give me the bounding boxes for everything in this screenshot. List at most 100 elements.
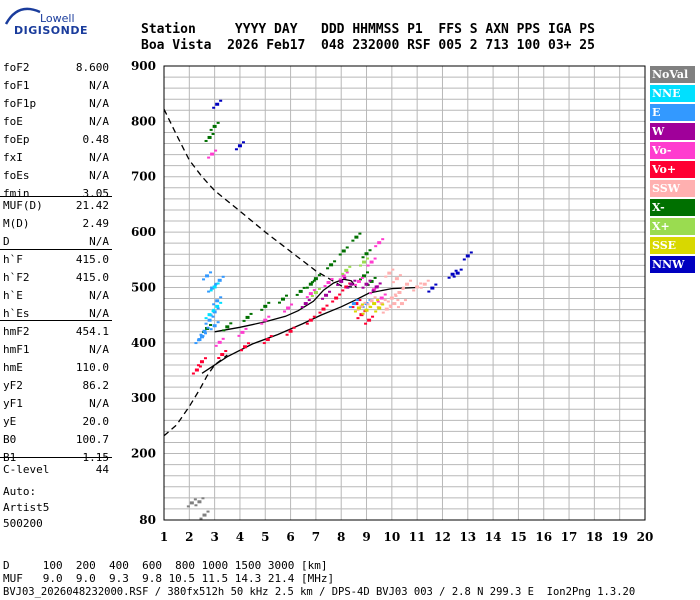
data-point xyxy=(336,283,340,286)
param-value: N/A xyxy=(89,343,109,356)
data-point xyxy=(361,274,366,278)
x-tick-label: 8 xyxy=(337,530,345,544)
data-point xyxy=(434,283,438,286)
param-row: yE 20.0 xyxy=(3,415,109,431)
param-value: N/A xyxy=(89,169,109,182)
series-vo xyxy=(191,282,375,375)
data-point xyxy=(203,357,207,360)
data-point xyxy=(216,321,220,324)
data-point xyxy=(189,501,194,505)
data-point xyxy=(359,313,364,317)
data-point xyxy=(369,279,374,283)
data-point xyxy=(204,139,208,142)
data-point xyxy=(369,260,374,264)
header-values: Boa Vista 2026 Feb17 048 232000 RSF 005 … xyxy=(141,38,595,53)
series-w xyxy=(300,276,382,309)
data-point xyxy=(247,342,251,345)
data-point xyxy=(277,301,281,304)
data-point xyxy=(196,339,200,342)
data-point xyxy=(312,289,316,292)
data-point xyxy=(369,292,373,295)
data-point xyxy=(364,302,369,306)
data-point xyxy=(371,315,375,318)
data-point xyxy=(207,156,211,159)
data-point xyxy=(381,311,385,314)
x-tick-label: 18 xyxy=(586,530,603,544)
param-value: 2.49 xyxy=(82,217,110,230)
series-x xyxy=(310,257,369,297)
data-point xyxy=(403,299,407,302)
x-tick-label: 3 xyxy=(210,530,218,544)
data-point xyxy=(244,327,248,330)
auto-code: 500200 xyxy=(3,517,43,530)
data-point xyxy=(455,271,460,275)
data-point xyxy=(356,279,361,283)
data-point xyxy=(212,303,216,306)
data-point xyxy=(358,278,362,281)
data-point xyxy=(394,277,399,281)
data-point xyxy=(341,289,345,292)
data-point xyxy=(286,306,291,310)
data-point xyxy=(284,294,288,297)
data-point xyxy=(321,307,326,311)
data-point xyxy=(394,295,398,297)
param-value: N/A xyxy=(89,97,109,110)
data-point xyxy=(358,264,362,267)
data-point xyxy=(216,282,220,285)
data-point xyxy=(307,299,311,302)
series-nne xyxy=(204,282,223,320)
data-point xyxy=(419,286,423,289)
data-point xyxy=(459,268,463,271)
data-point xyxy=(317,274,321,277)
footer-muf: MUF 9.0 9.0 9.3 9.8 10.5 11.5 14.3 21.4 … xyxy=(3,572,335,585)
param-name: D xyxy=(3,235,10,248)
data-point xyxy=(381,303,385,306)
data-point xyxy=(310,295,314,297)
data-point xyxy=(211,315,215,318)
param-row: MUF(D) 21.42 xyxy=(3,199,109,215)
data-point xyxy=(300,306,304,309)
param-divider xyxy=(0,457,112,458)
data-point xyxy=(426,279,430,282)
data-point xyxy=(364,282,369,286)
data-point xyxy=(198,365,202,368)
data-point xyxy=(249,312,253,315)
data-point xyxy=(212,106,216,109)
data-point xyxy=(262,342,266,345)
data-point xyxy=(341,272,345,275)
param-name: hmF2 xyxy=(3,325,30,338)
data-point xyxy=(381,238,385,241)
param-row: foEs N/A xyxy=(3,169,109,185)
series-nnw xyxy=(212,99,473,293)
data-point xyxy=(465,254,470,258)
data-point xyxy=(364,322,368,325)
data-point xyxy=(450,272,455,276)
param-value: N/A xyxy=(89,307,109,320)
data-point xyxy=(202,278,206,281)
data-point xyxy=(366,303,370,306)
data-point xyxy=(353,279,357,282)
footer-file-info: BVJ03_2026048232000.RSF / 380fx512h 50 k… xyxy=(3,586,636,598)
param-name: MUF(D) xyxy=(3,199,43,212)
data-point xyxy=(234,148,238,151)
param-row: h`F 415.0 xyxy=(3,253,109,269)
data-point xyxy=(237,144,242,148)
legend-item-sse: SSE xyxy=(650,237,695,254)
data-point xyxy=(245,315,250,319)
data-point xyxy=(361,286,365,289)
x-tick-label: 12 xyxy=(434,530,451,544)
y-tick-label: 900 xyxy=(131,59,156,73)
data-point xyxy=(351,302,356,306)
data-point xyxy=(206,326,210,329)
data-point xyxy=(331,300,335,303)
data-point xyxy=(369,306,373,309)
data-point xyxy=(358,232,362,235)
data-point xyxy=(328,290,332,293)
data-point xyxy=(216,121,220,124)
data-point xyxy=(215,102,220,106)
plot-frame xyxy=(163,65,646,521)
data-point xyxy=(207,318,212,322)
data-point xyxy=(383,293,387,296)
param-name: C-level xyxy=(3,463,50,476)
x-tick-label: 13 xyxy=(459,530,476,544)
